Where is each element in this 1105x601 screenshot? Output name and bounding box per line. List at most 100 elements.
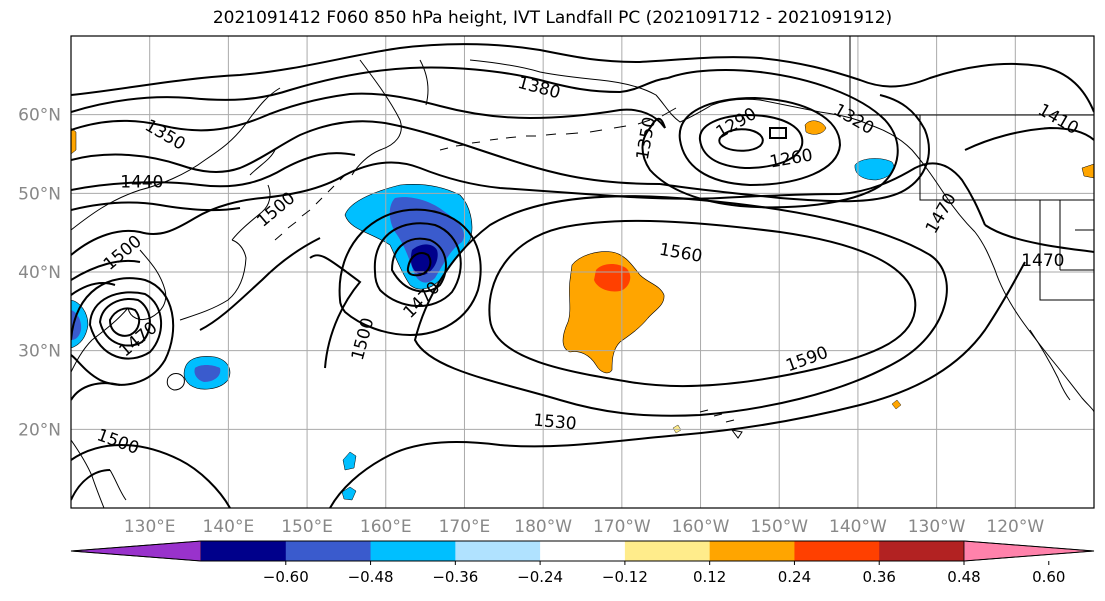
canada-border bbox=[849, 36, 1094, 301]
latitude-tick-label: 20°N bbox=[18, 420, 61, 440]
longitude-tick-label: 130°E bbox=[124, 517, 176, 537]
positive-anomaly-patch bbox=[804, 120, 827, 135]
colorbar-segment bbox=[370, 541, 456, 561]
height-contour bbox=[71, 120, 661, 185]
contour-label-text: 1470 bbox=[1021, 251, 1064, 271]
height-contour bbox=[659, 94, 930, 203]
height-contour bbox=[71, 282, 116, 296]
aleutian-islands bbox=[439, 107, 677, 151]
colorbar-tick-label: −0.24 bbox=[517, 568, 563, 586]
longitude-tick-label: 140°E bbox=[203, 517, 255, 537]
longitude-tick-label: 130°W bbox=[908, 517, 966, 537]
negative-anomaly-patch bbox=[342, 451, 357, 471]
figure-title: 2021091412 F060 850 hPa height, IVT Land… bbox=[212, 8, 893, 28]
height-contour bbox=[199, 237, 321, 331]
longitude-tick-label: 120°W bbox=[986, 517, 1044, 537]
negative-anomaly-small-core bbox=[194, 365, 221, 382]
colorbar-segment bbox=[201, 541, 287, 561]
height-contour bbox=[71, 152, 356, 191]
colorbar-tick-label: −0.60 bbox=[263, 568, 309, 586]
positive-anomaly-region bbox=[562, 251, 665, 374]
height-contour bbox=[641, 69, 899, 209]
height-contour bbox=[718, 128, 764, 152]
baja-coastline bbox=[1029, 329, 1071, 401]
colorbar-tick-label: −0.12 bbox=[602, 568, 648, 586]
latitude-tick-label: 60°N bbox=[18, 106, 61, 126]
colorbar-tick-label: 0.36 bbox=[863, 568, 896, 586]
height-contour bbox=[373, 222, 462, 307]
hawaii-islands bbox=[699, 409, 743, 439]
longitude-tick-label: 160°E bbox=[360, 517, 412, 537]
height-contour bbox=[71, 259, 141, 281]
longitude-tick-label: 150°E bbox=[281, 517, 333, 537]
colorbar-tick-label: 0.48 bbox=[947, 568, 980, 586]
latitude-tick-labels: 20°N 30°N 40°N 50°N 60°N bbox=[18, 106, 61, 441]
kuril-islands bbox=[274, 173, 347, 241]
longitude-tick-label: 160°W bbox=[672, 517, 730, 537]
colorbar-segment bbox=[709, 541, 795, 561]
positive-anomaly-core bbox=[594, 264, 631, 292]
colorbar-tick-label: −0.36 bbox=[432, 568, 478, 586]
colorbar-tick-label: 0.60 bbox=[1032, 568, 1065, 586]
positive-anomaly-patch bbox=[1081, 163, 1094, 179]
contour-closed-cell bbox=[769, 127, 787, 139]
japan-coastline bbox=[179, 149, 276, 321]
height-contour bbox=[678, 96, 842, 187]
map-frame bbox=[70, 35, 1095, 509]
height-contour bbox=[71, 161, 986, 256]
colorbar-segment bbox=[285, 541, 372, 561]
latitude-tick-label: 40°N bbox=[18, 263, 61, 283]
china-coastline bbox=[71, 307, 129, 373]
longitude-tick-labels: 130°E 140°E 150°E 160°E 170°E 180°W 170°W 160°W… bbox=[124, 517, 1045, 537]
kamchatka-coastline bbox=[351, 59, 429, 176]
height-contour bbox=[71, 277, 175, 386]
height-contour bbox=[71, 43, 1094, 113]
longitude-tick-label: 170°W bbox=[593, 517, 651, 537]
height-contour bbox=[71, 66, 669, 113]
contour-label-text: 1440 bbox=[120, 173, 163, 193]
height-contour bbox=[984, 224, 1094, 253]
height-contour bbox=[406, 252, 432, 277]
contour-label-text: 1530 bbox=[532, 411, 577, 435]
positive-anomaly-patch bbox=[891, 399, 902, 410]
latitude-tick-label: 50°N bbox=[18, 184, 61, 204]
height-contour bbox=[698, 113, 804, 170]
contour-label: 1530 bbox=[532, 411, 577, 435]
colorbar-segment bbox=[879, 541, 965, 561]
colorbar-tick-label: 0.24 bbox=[778, 568, 811, 586]
height-contour bbox=[71, 444, 231, 508]
colorbar-extend-min bbox=[70, 540, 202, 562]
coastlines bbox=[71, 36, 1094, 508]
negative-anomaly-west-core bbox=[71, 310, 82, 340]
height-contour bbox=[309, 254, 362, 369]
colorbar bbox=[70, 540, 1095, 562]
longitude-tick-label: 170°E bbox=[439, 517, 491, 537]
contour-label: 1470 bbox=[1021, 251, 1064, 271]
asia-coastline bbox=[71, 87, 281, 231]
colorbar-segment bbox=[794, 541, 880, 561]
colorbar-tick-label: −0.48 bbox=[348, 568, 394, 586]
height-contour bbox=[88, 291, 163, 360]
height-contour bbox=[413, 195, 948, 417]
height-contour bbox=[98, 298, 151, 347]
colorbar-segment bbox=[455, 541, 541, 561]
negative-anomaly-patch bbox=[341, 486, 357, 501]
positive-anomaly-patch bbox=[71, 127, 77, 155]
longitude-tick-label: 140°W bbox=[829, 517, 887, 537]
colorbar-tick-label: 0.12 bbox=[693, 568, 726, 586]
colorbar-outline bbox=[70, 540, 1095, 562]
colorbar-extend-max bbox=[963, 540, 1095, 562]
state-lines bbox=[1059, 200, 1094, 271]
korea-coastline bbox=[127, 249, 167, 321]
colorbar-tick-labels: −0.60 −0.48 −0.36 −0.24 −0.12 0.12 0.24 0.36 0.4… bbox=[263, 561, 1065, 586]
north-america-coastline bbox=[974, 231, 1094, 413]
latitude-tick-label: 30°N bbox=[18, 342, 61, 362]
height-contour bbox=[108, 307, 141, 337]
height-contour bbox=[488, 219, 917, 388]
negative-anomaly-peak bbox=[410, 244, 438, 275]
height-contour bbox=[390, 237, 447, 293]
longitude-tick-label: 150°W bbox=[750, 517, 808, 537]
height-contour bbox=[964, 126, 1094, 151]
